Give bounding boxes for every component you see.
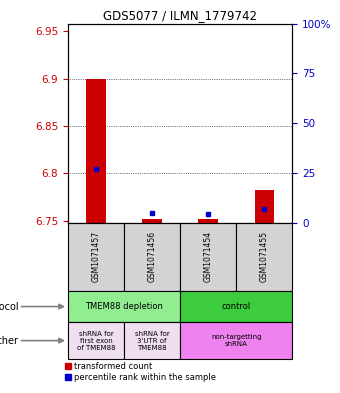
Bar: [142, 219, 162, 223]
Bar: [255, 191, 274, 223]
Text: TMEM88 depletion: TMEM88 depletion: [85, 302, 163, 311]
Bar: [180, 291, 292, 322]
Bar: [199, 219, 218, 223]
Bar: [124, 322, 180, 359]
Text: shRNA for
first exon
of TMEM88: shRNA for first exon of TMEM88: [77, 331, 115, 351]
Text: GSM1071457: GSM1071457: [91, 231, 101, 282]
Title: GDS5077 / ILMN_1779742: GDS5077 / ILMN_1779742: [103, 9, 257, 22]
Bar: [236, 223, 292, 291]
Text: non-targetting
shRNA: non-targetting shRNA: [211, 334, 261, 347]
Text: GSM1071454: GSM1071454: [204, 231, 213, 282]
Bar: [180, 322, 292, 359]
Bar: [180, 223, 236, 291]
Text: GSM1071456: GSM1071456: [148, 231, 157, 282]
Bar: [86, 79, 106, 223]
Text: GSM1071455: GSM1071455: [260, 231, 269, 282]
Text: control: control: [222, 302, 251, 311]
Bar: [68, 223, 124, 291]
Text: protocol: protocol: [0, 301, 19, 312]
Bar: [68, 322, 124, 359]
Text: other: other: [0, 336, 19, 345]
Legend: transformed count, percentile rank within the sample: transformed count, percentile rank withi…: [61, 358, 220, 386]
Text: shRNA for
3'UTR of
TMEM88: shRNA for 3'UTR of TMEM88: [135, 331, 170, 351]
Bar: [124, 223, 180, 291]
Bar: [68, 291, 180, 322]
